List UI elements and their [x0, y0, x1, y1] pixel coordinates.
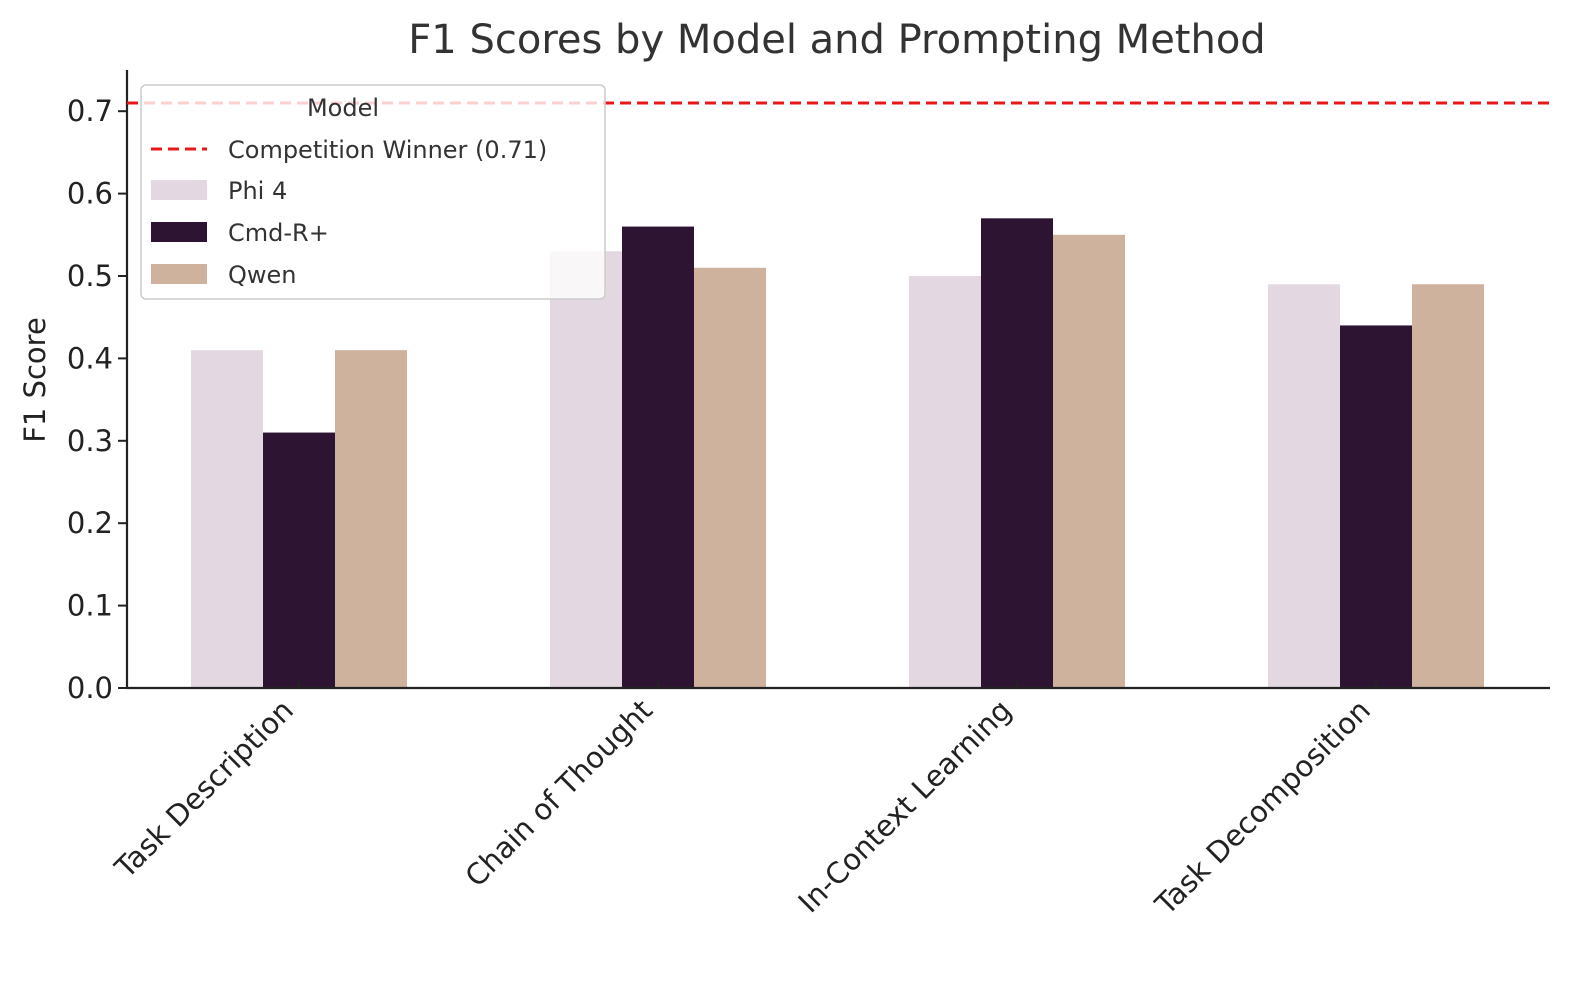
bar-phi-4-1 [550, 251, 622, 688]
y-axis-label: F1 Score [18, 317, 52, 443]
legend-swatch-qwen [151, 264, 207, 284]
x-tick-label-0: Task Description [108, 693, 300, 885]
bar-qwen-1 [694, 267, 766, 688]
legend-swatch-phi-4 [151, 180, 207, 200]
x-ticks-group: Task Description Chain of Thought In-Conte… [108, 679, 1377, 922]
y-ticks-group: 0.0 0.1 0.2 0.3 0.4 0.5 0.6 0.7 [67, 94, 127, 705]
y-tick-label-6: 0.6 [67, 177, 113, 211]
x-tick-label-2: In-Context Learning [792, 693, 1018, 919]
y-tick-label-2: 0.2 [67, 506, 113, 540]
bar-phi-4-0 [191, 350, 263, 688]
legend-swatch-cmd-r- [151, 222, 207, 242]
legend-title: Model [307, 94, 379, 122]
y-tick-label-3: 0.3 [67, 424, 113, 458]
x-tick-label-1: Chain of Thought [458, 693, 659, 894]
chart-title: F1 Scores by Model and Prompting Method [408, 17, 1265, 63]
legend-label-phi-4: Phi 4 [228, 177, 287, 205]
bar-phi-4-3 [1268, 284, 1340, 688]
bar-cmd-r--0 [263, 432, 335, 688]
bars-group [191, 218, 1484, 689]
bar-qwen-2 [1053, 234, 1125, 689]
legend-label-competition-winner: Competition Winner (0.71) [228, 136, 547, 164]
y-tick-label-5: 0.5 [67, 259, 113, 293]
legend-box [140, 84, 606, 300]
bar-phi-4-2 [909, 276, 981, 688]
y-tick-label-0: 0.0 [67, 671, 113, 705]
y-tick-label-1: 0.1 [67, 589, 113, 623]
y-tick-label-4: 0.4 [67, 341, 113, 375]
legend-label-cmd-r-: Cmd-R+ [228, 219, 329, 247]
axes-group [125, 70, 1550, 690]
bar-cmd-r--3 [1340, 325, 1412, 688]
x-tick-label-3: Task Decomposition [1148, 693, 1377, 922]
bar-cmd-r--1 [622, 226, 694, 688]
legend: Model Competition Winner (0.71) Phi 4 Cmd-R… [140, 84, 606, 300]
y-tick-label-7: 0.7 [67, 94, 113, 128]
bar-qwen-3 [1412, 284, 1484, 688]
legend-label-qwen: Qwen [228, 261, 297, 289]
bar-qwen-0 [335, 350, 407, 688]
bar-cmd-r--2 [981, 218, 1053, 688]
